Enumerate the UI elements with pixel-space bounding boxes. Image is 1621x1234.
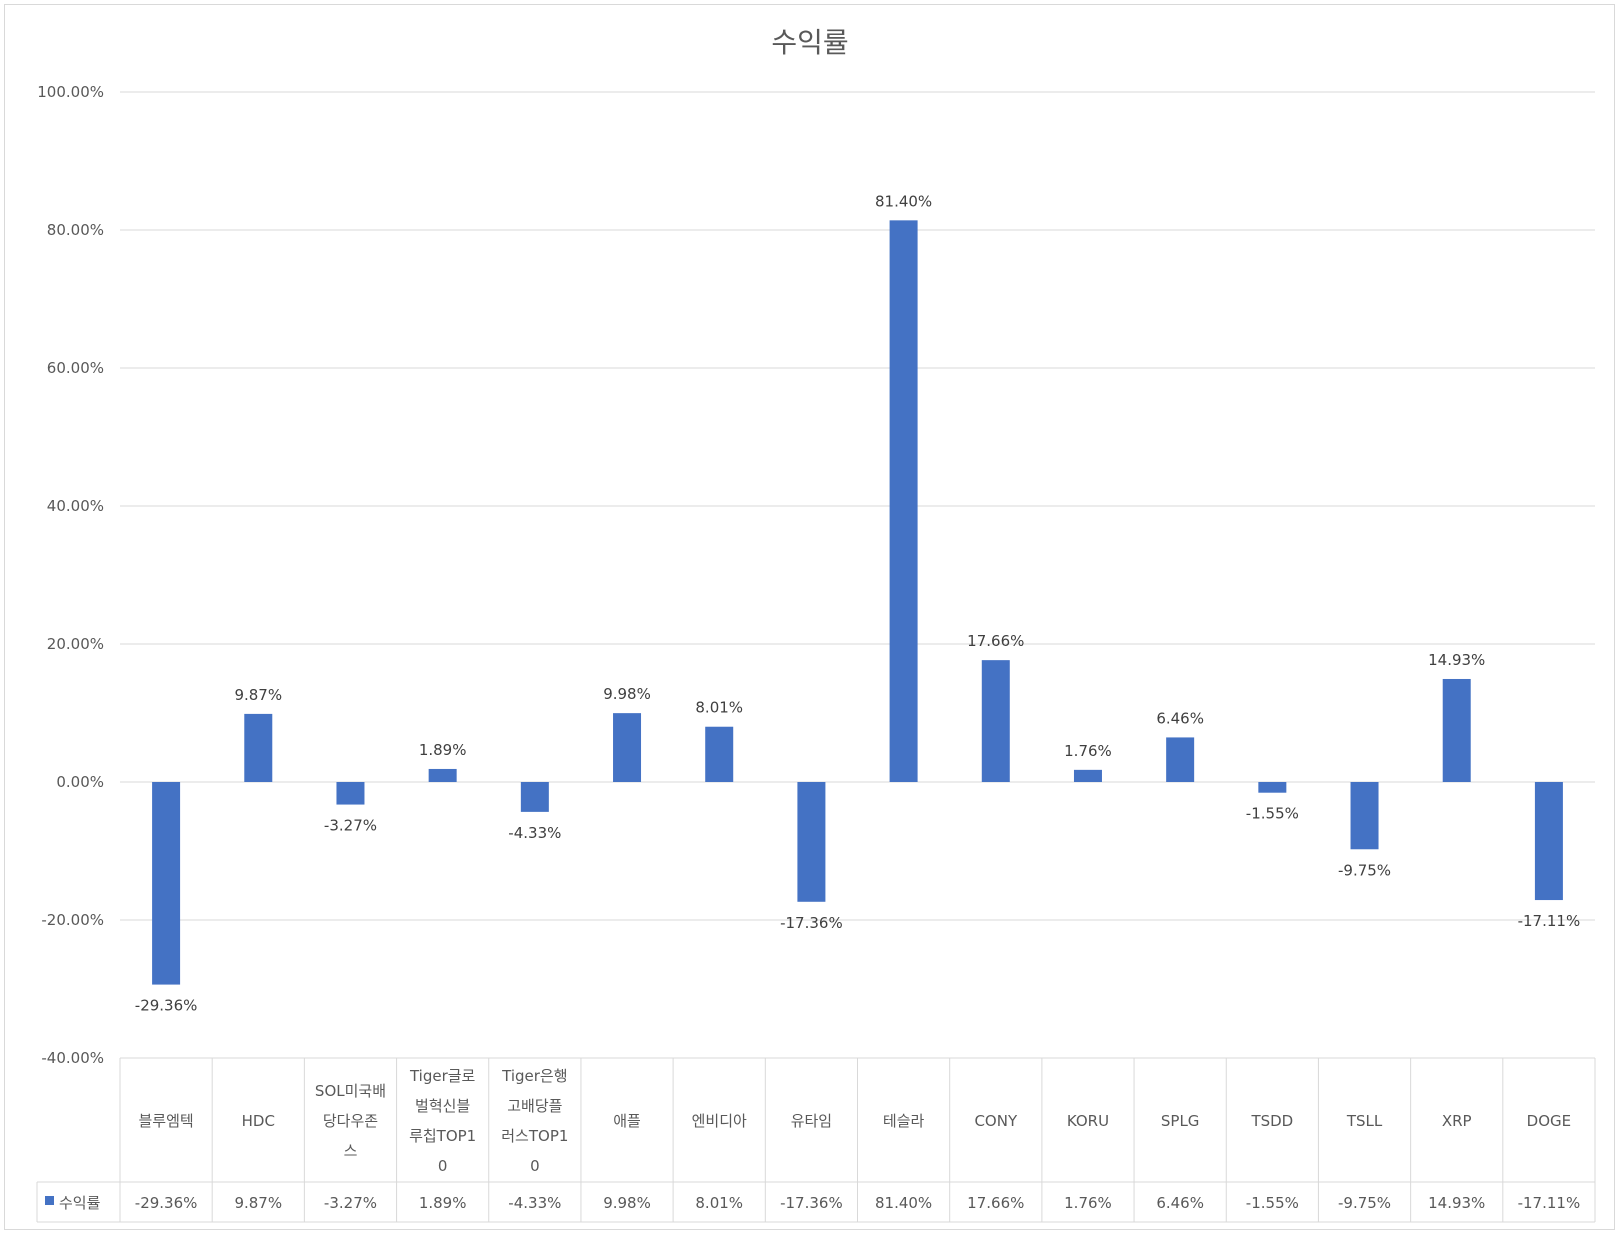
table-cell: -1.55% [1246,1194,1299,1212]
category-label: XRP [1442,1112,1472,1130]
bar [428,768,457,782]
table-cell: -29.36% [135,1194,198,1212]
table-cell: 1.76% [1064,1194,1112,1212]
data-label: -1.55% [1246,805,1299,823]
data-label: 14.93% [1428,651,1485,669]
bar [613,713,642,782]
bar [336,782,365,805]
table-cell: -4.33% [508,1194,561,1212]
category-label: 유타임 [791,1112,832,1130]
table-cell: 9.87% [234,1194,282,1212]
category-label: CONY [974,1112,1018,1130]
y-tick-label: 0.00% [56,773,104,791]
data-label: 17.66% [967,632,1024,650]
bar [152,782,181,985]
data-label: 9.98% [603,685,651,703]
data-label: 1.89% [419,741,467,759]
data-label: -17.36% [780,914,843,932]
category-label: 고배당플 [507,1097,562,1115]
table-cell: 6.46% [1156,1194,1204,1212]
data-label: 81.40% [875,192,932,210]
category-label: 테슬라 [883,1112,925,1130]
category-label: 0 [438,1157,448,1175]
table-cell: -3.27% [324,1194,377,1212]
category-label: TSLL [1346,1112,1383,1130]
category-label: TSDD [1250,1112,1293,1130]
table-cell: 17.66% [967,1194,1024,1212]
category-label: SOL미국배 [315,1082,386,1100]
data-label: -29.36% [135,997,198,1015]
category-label: Tiger은행 [501,1067,567,1085]
table-cell: -17.11% [1518,1194,1581,1212]
data-label: -3.27% [324,817,377,835]
category-label: DOGE [1527,1112,1571,1130]
bars [152,220,1563,985]
bar [244,713,273,782]
y-tick-label: 40.00% [47,497,104,515]
y-tick-label: -20.00% [41,911,104,929]
category-label: SPLG [1161,1112,1200,1130]
bar [1350,782,1379,850]
data-label: -9.75% [1338,861,1391,879]
bar [797,782,826,902]
legend-label: 수익률 [59,1194,101,1212]
y-tick-label: 100.00% [37,83,104,101]
category-label: 엔비디아 [692,1112,747,1130]
bar [981,660,1010,782]
table-cell: 14.93% [1428,1194,1485,1212]
y-axis-ticks: 100.00% 80.00% 60.00% 40.00% 20.00% 0.00% -20.… [37,83,104,1067]
bar [1166,737,1195,782]
bar [1442,678,1471,782]
bar [1073,769,1102,782]
y-tick-label: 20.00% [47,635,104,653]
category-label: KORU [1067,1112,1109,1130]
data-label: -17.11% [1518,912,1581,930]
category-label: 당다우존 [323,1112,378,1130]
data-label: 9.87% [234,686,282,704]
y-tick-label: -40.00% [41,1049,104,1067]
data-labels: -29.36% 9.87% -3.27% 1.89% -4.33% 9.98% 8.01% -… [135,192,1580,1014]
category-label: 벌혁신블 [415,1097,470,1115]
category-label: 스 [344,1142,358,1160]
category-label: 루칩TOP1 [409,1127,476,1145]
bar [705,726,734,782]
table-cell: 8.01% [695,1194,743,1212]
chart-frame [4,4,1615,1230]
gridlines [120,91,1595,921]
data-label: 1.76% [1064,742,1112,760]
bar [889,220,918,783]
category-label: 애플 [613,1112,641,1130]
y-tick-label: 80.00% [47,221,104,239]
y-tick-label: 60.00% [47,359,104,377]
category-label: HDC [242,1112,275,1130]
data-label: -4.33% [508,824,561,842]
category-label: 러스TOP1 [501,1127,568,1145]
legend-swatch [45,1196,54,1205]
category-label: Tiger글로 [409,1067,476,1085]
table-cell: 1.89% [419,1194,467,1212]
bar [1258,782,1287,793]
data-label: 6.46% [1156,709,1204,727]
category-label: 블루엠텍 [138,1112,193,1130]
table-cell: -9.75% [1338,1194,1391,1212]
data-label: 8.01% [695,699,743,717]
bar [520,782,549,812]
table-cell: 9.98% [603,1194,651,1212]
bar [1534,782,1563,901]
table-cell: 81.40% [875,1194,932,1212]
category-label: 0 [530,1157,540,1175]
chart-title: 수익률 [771,26,848,59]
table-cell: -17.36% [780,1194,843,1212]
